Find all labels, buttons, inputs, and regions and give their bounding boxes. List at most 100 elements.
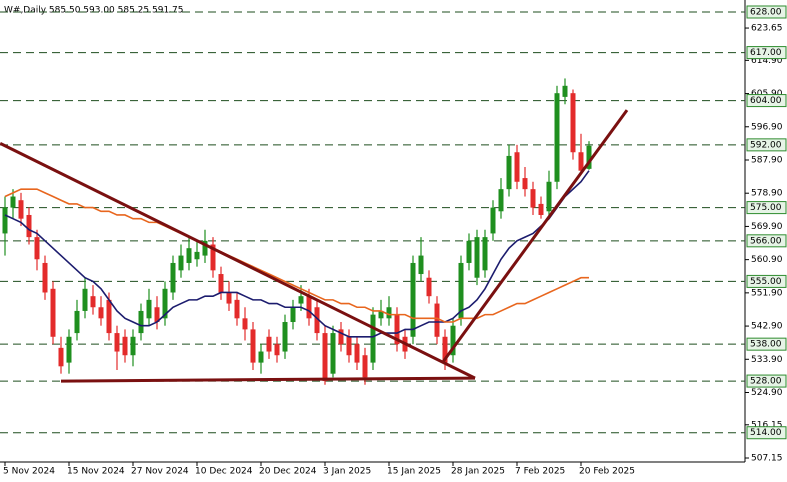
candle-body <box>282 322 288 352</box>
candle-body <box>26 214 32 238</box>
level-label: 528.00 <box>750 377 782 387</box>
level-label-box <box>746 5 787 19</box>
candle-body <box>130 336 136 356</box>
y-tick-label: 578.90 <box>751 189 783 199</box>
y-tick-label: 587.90 <box>751 155 783 165</box>
candle-body <box>106 299 112 334</box>
candle-body <box>234 299 240 319</box>
level-label-box <box>746 46 787 60</box>
candle-body <box>154 307 160 323</box>
candle-body <box>18 200 24 219</box>
candle-body <box>298 296 304 304</box>
candle-body <box>386 307 392 319</box>
level-label: 514.00 <box>750 428 782 438</box>
candle-body <box>546 181 552 212</box>
y-tick-label: 614.90 <box>751 56 783 66</box>
x-tick-label: 10 Dec 2024 <box>195 467 253 477</box>
candle-body <box>570 93 576 153</box>
candle-body <box>442 336 448 363</box>
x-tick-label: 27 Nov 2024 <box>131 467 189 477</box>
candle-body <box>10 196 16 208</box>
level-label: 617.00 <box>750 48 782 58</box>
level-label-box <box>746 274 787 288</box>
level-label-box <box>746 337 787 351</box>
candle-body <box>122 336 128 356</box>
moving-average <box>4 188 589 323</box>
candle-body <box>258 351 264 363</box>
y-tick-label: 516.15 <box>751 420 783 430</box>
x-tick-label: 20 Feb 2025 <box>579 467 635 477</box>
candle-body <box>426 277 432 297</box>
candle-body <box>290 307 296 323</box>
candle-body <box>578 152 584 171</box>
candle-body <box>450 325 456 356</box>
candle-body <box>314 307 320 334</box>
candle-body <box>226 292 232 304</box>
candle-body <box>466 240 472 263</box>
candle-body <box>506 155 512 190</box>
level-label-box <box>746 138 787 152</box>
candle-body <box>210 244 216 271</box>
candle-body <box>146 299 152 319</box>
candle-body <box>434 303 440 337</box>
candle-body <box>34 237 40 260</box>
candle-body <box>194 251 200 260</box>
candle-body <box>74 310 80 334</box>
level-label: 628.00 <box>750 7 782 17</box>
level-label-box <box>746 201 787 215</box>
candle-body <box>522 178 528 190</box>
trend-line <box>0 142 476 380</box>
candle-body <box>538 203 544 215</box>
candle-body <box>66 336 72 363</box>
y-tick-label: 596.90 <box>751 122 783 132</box>
x-tick-label: 20 Dec 2024 <box>259 467 317 477</box>
trend-line <box>441 109 629 363</box>
level-label: 555.00 <box>750 277 782 287</box>
x-tick-label: 3 Jan 2025 <box>323 467 371 477</box>
x-tick-label: 5 Nov 2024 <box>3 467 55 477</box>
level-label-box <box>746 426 787 440</box>
candle-body <box>306 296 312 319</box>
y-tick-label: 560.90 <box>751 255 783 265</box>
level-label: 604.00 <box>750 96 782 106</box>
candle-body <box>586 145 592 169</box>
candle-body <box>90 296 96 308</box>
level-label: 575.00 <box>750 203 782 213</box>
x-tick-label: 28 Jan 2025 <box>451 467 505 477</box>
level-label: 538.00 <box>750 340 782 350</box>
candle-body <box>562 85 568 97</box>
candle-body <box>554 93 560 182</box>
candle-body <box>378 310 384 319</box>
level-label: 592.00 <box>750 140 782 150</box>
moving-average <box>4 170 590 338</box>
y-tick-label: 507.15 <box>751 454 783 464</box>
candle-body <box>354 344 360 363</box>
candle-body <box>394 314 400 345</box>
candle-body <box>514 152 520 182</box>
candle-body <box>322 333 328 382</box>
y-tick-label: 605.90 <box>751 89 783 99</box>
candle-body <box>338 329 344 345</box>
y-tick-label: 623.65 <box>751 24 783 34</box>
candle-body <box>2 207 8 234</box>
level-label-box <box>746 234 787 248</box>
candle-body <box>42 262 48 293</box>
y-tick-label: 533.90 <box>751 355 783 365</box>
level-label-box <box>746 94 787 108</box>
level-label-box <box>746 374 787 388</box>
candle-body <box>530 189 536 208</box>
candle-body <box>98 307 104 319</box>
candle-body <box>170 262 176 293</box>
candle-body <box>218 274 224 293</box>
candle-body <box>114 333 120 352</box>
candle-body <box>362 355 368 378</box>
x-tick-label: 7 Feb 2025 <box>515 467 565 477</box>
candle-body <box>250 329 256 363</box>
candle-body <box>58 347 64 367</box>
y-tick-label: 551.90 <box>751 288 783 298</box>
candle-body <box>346 336 352 356</box>
candle-body <box>162 288 168 319</box>
candle-body <box>274 344 280 356</box>
